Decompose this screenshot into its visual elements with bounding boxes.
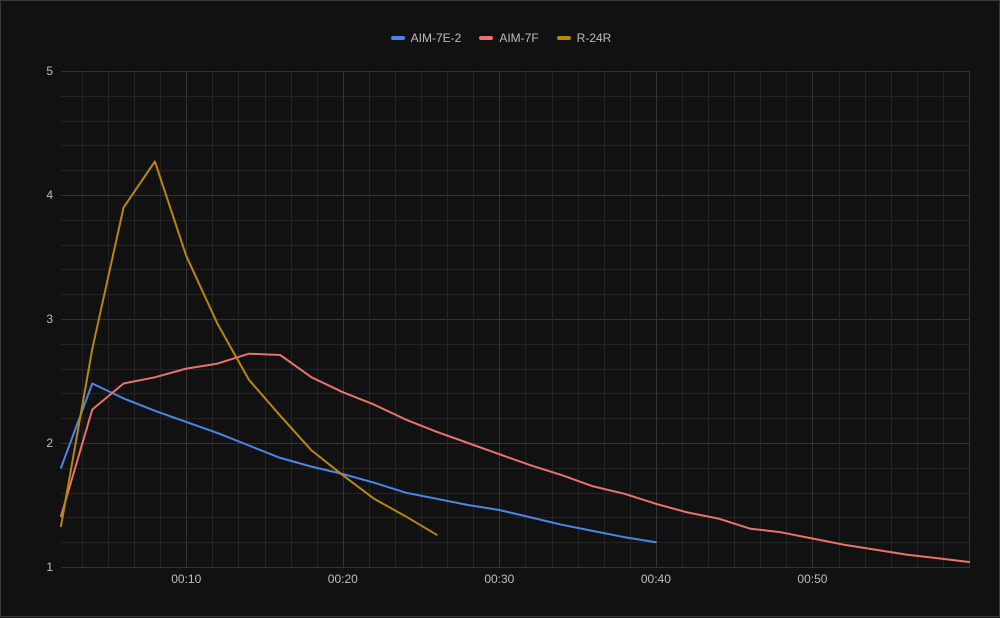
series-line-r-24r[interactable] <box>60 160 438 536</box>
legend-item-aim-7e-2[interactable]: AIM-7E-2 <box>390 29 462 47</box>
series-lines <box>60 160 970 563</box>
legend-item-r-24r[interactable]: R-24R <box>556 29 612 47</box>
x-tick-label: 00:50 <box>797 572 827 586</box>
series-line-aim-7e-2[interactable] <box>60 382 657 544</box>
y-axis-ticks: 1 2 3 4 5 <box>46 64 53 574</box>
y-tick-label: 5 <box>46 64 53 78</box>
y-tick-label: 1 <box>46 560 53 574</box>
y-tick-label: 4 <box>46 188 53 202</box>
legend-label: AIM-7E-2 <box>410 31 462 45</box>
gridlines <box>61 71 970 568</box>
y-tick-label: 2 <box>46 436 53 450</box>
series-line-aim-7f[interactable] <box>60 352 970 563</box>
legend-swatch-icon <box>556 36 571 40</box>
legend-swatch-icon <box>479 36 494 40</box>
legend-swatch-icon <box>390 36 405 40</box>
x-tick-label: 00:20 <box>328 572 358 586</box>
legend-item-aim-7f[interactable]: AIM-7F <box>479 29 539 47</box>
legend-label: AIM-7F <box>499 31 539 45</box>
legend-label: R-24R <box>576 31 612 45</box>
legend: AIM-7E-2 AIM-7F R-24R <box>1 29 1000 47</box>
y-tick-label: 3 <box>46 312 53 326</box>
x-tick-label: 00:10 <box>171 572 201 586</box>
x-tick-label: 00:40 <box>641 572 671 586</box>
x-axis-ticks: 00:10 00:20 00:30 00:40 00:50 <box>171 572 828 586</box>
x-tick-label: 00:30 <box>484 572 514 586</box>
